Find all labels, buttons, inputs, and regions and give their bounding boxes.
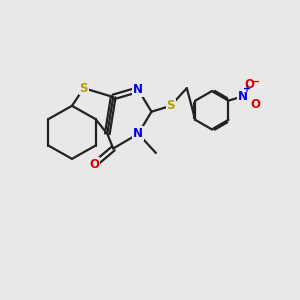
Text: N: N (133, 127, 143, 140)
Text: S: S (80, 82, 88, 95)
Text: O: O (244, 78, 254, 91)
Text: −: − (251, 77, 260, 87)
Text: N: N (133, 83, 143, 96)
Text: S: S (167, 99, 175, 112)
Text: O: O (250, 98, 260, 111)
Text: +: + (243, 84, 251, 94)
Text: N: N (238, 90, 248, 103)
Text: O: O (89, 158, 99, 171)
